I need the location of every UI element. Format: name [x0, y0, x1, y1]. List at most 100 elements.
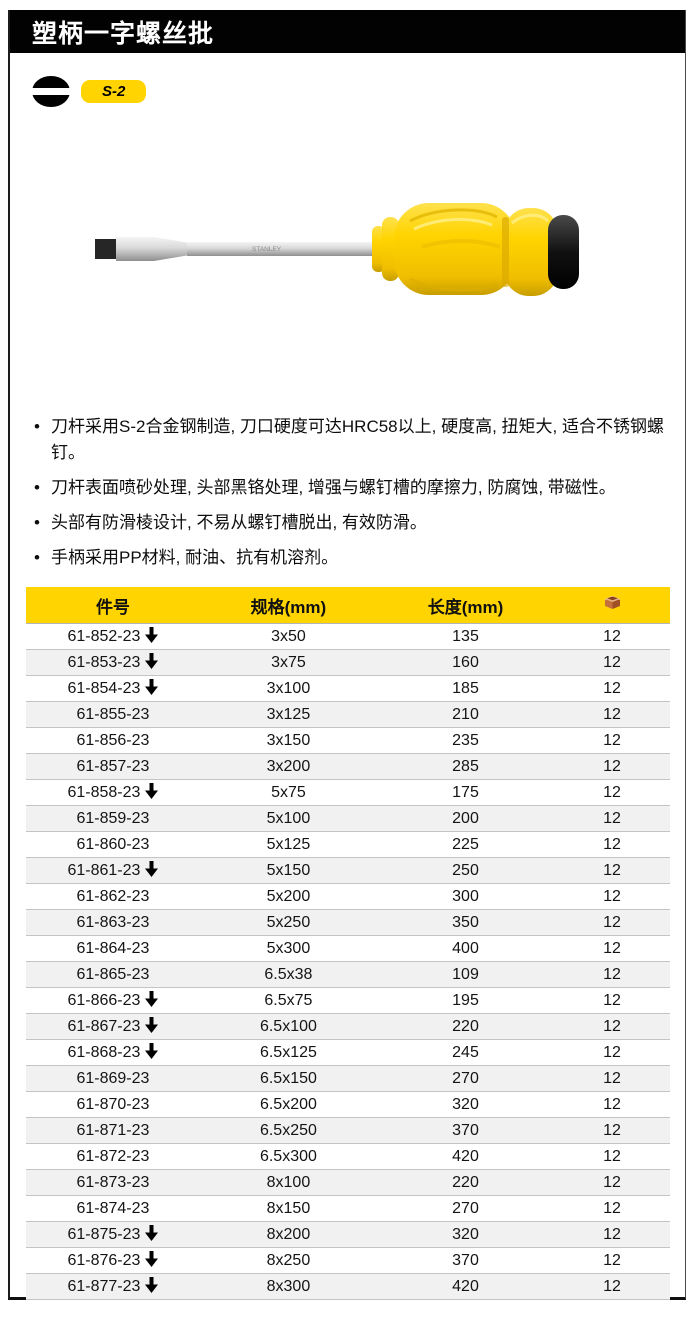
part-number-cell: 61-868-23: [26, 1039, 200, 1066]
part-number: 61-856-23: [76, 731, 150, 749]
qty-cell: 12: [554, 1143, 670, 1170]
part-number: 61-870-23: [76, 1095, 150, 1113]
length-cell: 370: [376, 1117, 555, 1144]
part-number-cell: 61-855-23: [26, 701, 200, 728]
part-number-cell: 61-854-23: [26, 675, 200, 702]
table-row: 61-877-23 8x300 420 12: [26, 1273, 670, 1300]
table-row: 61-860-23 5x125 225 12: [26, 831, 670, 858]
qty-cell: 12: [554, 1247, 670, 1274]
qty-cell: 12: [554, 1273, 670, 1300]
length-cell: 350: [376, 909, 555, 936]
part-number-cell: 61-871-23: [26, 1117, 200, 1144]
spec-cell: 6.5x250: [199, 1117, 377, 1144]
part-number: 61-855-23: [76, 705, 150, 723]
down-arrow-icon: [145, 1225, 159, 1241]
qty-cell: 12: [554, 623, 670, 650]
part-number-cell: 61-873-23: [26, 1169, 200, 1196]
feature-item: 手柄采用PP材料, 耐油、抗有机溶剂。: [32, 545, 667, 571]
down-arrow-icon: [145, 1277, 159, 1293]
part-number-cell: 61-864-23: [26, 935, 200, 962]
qty-cell: 12: [554, 961, 670, 988]
part-number: 61-863-23: [76, 913, 150, 931]
part-number-cell: 61-858-23: [26, 779, 200, 806]
handle-end-cap: [548, 215, 579, 289]
col-header-part: 件号: [26, 587, 200, 624]
length-cell: 109: [376, 961, 555, 988]
part-number: 61-868-23: [67, 1044, 141, 1061]
down-arrow-icon: [145, 1251, 159, 1267]
part-number: 61-872-23: [76, 1147, 150, 1165]
length-cell: 420: [376, 1143, 555, 1170]
spec-cell: 3x125: [199, 701, 377, 728]
part-number: 61-874-23: [76, 1199, 150, 1217]
tip-type-row: S-2: [30, 75, 669, 107]
part-number-cell: 61-859-23: [26, 805, 200, 832]
part-number-cell: 61-867-23: [26, 1013, 200, 1040]
qty-cell: 12: [554, 987, 670, 1014]
part-number: 61-877-23: [67, 1278, 141, 1295]
screwdriver-image: STANLEY: [92, 195, 592, 310]
spec-cell: 3x200: [199, 753, 377, 780]
carton-icon: [601, 594, 624, 616]
table-row: 61-859-23 5x100 200 12: [26, 805, 670, 832]
spec-cell: 3x150: [199, 727, 377, 754]
spec-cell: 6.5x150: [199, 1065, 377, 1092]
table-row: 61-863-23 5x250 350 12: [26, 909, 670, 936]
table-row: 61-852-23 3x50 135 12: [26, 623, 670, 650]
blade-tip: [95, 239, 116, 259]
part-number-cell: 61-856-23: [26, 727, 200, 754]
spec-cell: 5x250: [199, 909, 377, 936]
qty-cell: 12: [554, 779, 670, 806]
table-row: 61-875-23 8x200 320 12: [26, 1221, 670, 1248]
spec-cell: 6.5x75: [199, 987, 377, 1014]
feature-item: 头部有防滑棱设计, 不易从螺钉槽脱出, 有效防滑。: [32, 510, 667, 536]
table-row: 61-862-23 5x200 300 12: [26, 883, 670, 910]
qty-cell: 12: [554, 909, 670, 936]
length-cell: 195: [376, 987, 555, 1014]
table-row: 61-866-23 6.5x75 195 12: [26, 987, 670, 1014]
spec-cell: 5x150: [199, 857, 377, 884]
part-number-cell: 61-872-23: [26, 1143, 200, 1170]
spec-cell: 8x300: [199, 1273, 377, 1300]
length-cell: 420: [376, 1273, 555, 1300]
spec-cell: 5x100: [199, 805, 377, 832]
table-row: 61-876-23 8x250 370 12: [26, 1247, 670, 1274]
part-number: 61-861-23: [67, 862, 141, 879]
part-number: 61-862-23: [76, 887, 150, 905]
qty-cell: 12: [554, 935, 670, 962]
spec-cell: 8x150: [199, 1195, 377, 1222]
length-cell: 135: [376, 623, 555, 650]
part-number-cell: 61-870-23: [26, 1091, 200, 1118]
part-number-cell: 61-853-23: [26, 649, 200, 676]
length-cell: 200: [376, 805, 555, 832]
down-arrow-icon: [145, 783, 159, 799]
spec-cell: 5x300: [199, 935, 377, 962]
qty-cell: 12: [554, 1091, 670, 1118]
part-number: 61-852-23: [67, 628, 141, 645]
length-cell: 320: [376, 1091, 555, 1118]
table-row: 61-872-23 6.5x300 420 12: [26, 1143, 670, 1170]
length-cell: 220: [376, 1013, 555, 1040]
qty-cell: 12: [554, 1065, 670, 1092]
part-number-cell: 61-866-23: [26, 987, 200, 1014]
part-number-cell: 61-860-23: [26, 831, 200, 858]
length-cell: 320: [376, 1221, 555, 1248]
slotted-tip-icon: [30, 75, 72, 107]
feature-list: 刀杆采用S-2合金钢制造, 刀口硬度可达HRC58以上, 硬度高, 扭矩大, 适…: [26, 414, 669, 571]
table-row: 61-856-23 3x150 235 12: [26, 727, 670, 754]
table-row: 61-874-23 8x150 270 12: [26, 1195, 670, 1222]
qty-cell: 12: [554, 1221, 670, 1248]
qty-cell: 12: [554, 1169, 670, 1196]
part-number: 61-867-23: [67, 1018, 141, 1035]
part-number-cell: 61-862-23: [26, 883, 200, 910]
part-number-cell: 61-877-23: [26, 1273, 200, 1300]
qty-cell: 12: [554, 1039, 670, 1066]
down-arrow-icon: [145, 861, 159, 877]
length-cell: 225: [376, 831, 555, 858]
length-cell: 270: [376, 1065, 555, 1092]
steel-grade-badge: S-2: [81, 79, 147, 103]
spec-cell: 6.5x38: [199, 961, 377, 988]
spec-cell: 5x75: [199, 779, 377, 806]
part-number: 61-869-23: [76, 1069, 150, 1087]
qty-cell: 12: [554, 831, 670, 858]
